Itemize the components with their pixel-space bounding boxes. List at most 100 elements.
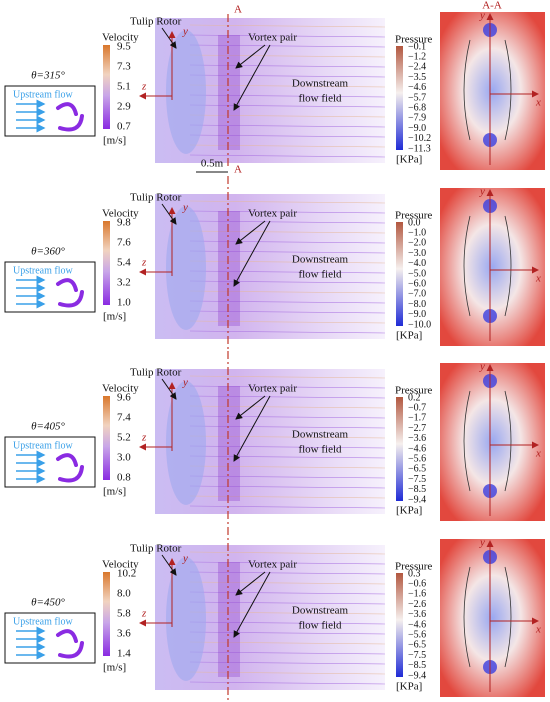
section-mark: A: [234, 4, 242, 16]
streamline: [189, 425, 386, 429]
streamline: [189, 154, 386, 158]
streamline: [189, 34, 386, 38]
velocity-tick: 1.4: [117, 648, 131, 660]
inset-label: Upstream flow: [13, 440, 73, 451]
pressure-tick: −5.6: [408, 629, 426, 640]
streamline: [189, 591, 386, 595]
streamline: [189, 250, 386, 254]
velocity-tick: 3.6: [117, 628, 131, 640]
pressure-tick: −0.6: [408, 578, 426, 589]
z-axis-label: z: [141, 257, 147, 269]
streamline: [189, 681, 386, 685]
map-x-label: x: [535, 448, 541, 460]
streamline: [189, 134, 386, 138]
z-axis-label: z: [141, 81, 147, 93]
pressure-title: Pressure: [395, 210, 432, 222]
streamline: [189, 395, 386, 399]
rotor-icon: [56, 453, 84, 483]
angle-label: θ=450°: [31, 597, 65, 609]
pressure-tick: −2.0: [408, 238, 426, 249]
y-axis-label: y: [182, 553, 188, 565]
map-x-label: x: [535, 624, 541, 636]
angle-label: θ=360°: [31, 246, 65, 258]
streamline: [189, 601, 386, 605]
velocity-colorbar: [103, 221, 110, 305]
rotor-pointer: [161, 554, 177, 576]
downstream-label: Downstream: [292, 605, 349, 617]
velocity-tick: 3.2: [117, 277, 131, 289]
velocity-tick: 3.0: [117, 452, 131, 464]
streamline: [189, 651, 386, 655]
pressure-unit: [KPa]: [396, 330, 422, 342]
velocity-title: Velocity: [102, 32, 139, 44]
streamline: [189, 621, 386, 625]
streamline: [189, 495, 386, 499]
velocity-unit: [m/s]: [103, 662, 126, 674]
streamline: [189, 64, 386, 68]
streamline: [189, 641, 386, 645]
vortex-label: Vortex pair: [248, 32, 297, 44]
pressure-tick: −3.0: [408, 248, 426, 259]
map-x-label: x: [535, 273, 541, 285]
z-axis-label: z: [141, 608, 147, 620]
rotor-label: Tulip Rotor: [130, 16, 182, 28]
y-axis-label: y: [182, 377, 188, 389]
streamline: [189, 300, 386, 304]
velocity-colorbar: [103, 396, 110, 480]
velocity-unit: [m/s]: [103, 311, 126, 323]
pressure-tick: −9.4: [408, 670, 426, 681]
streamline: [189, 114, 386, 118]
streamline: [189, 571, 386, 575]
pressure-tick: 0.2: [408, 392, 421, 403]
pressure-tick: −7.9: [408, 113, 426, 124]
pressure-tick: 0.3: [408, 568, 421, 579]
streamline: [189, 465, 386, 469]
pressure-tick: −7.0: [408, 289, 426, 300]
velocity-tick: 5.2: [117, 432, 131, 444]
downstream-label: flow field: [298, 269, 342, 281]
velocity-tick: 2.9: [117, 101, 131, 113]
streamline: [189, 505, 386, 509]
map-y-label: y: [479, 186, 485, 198]
streamline: [189, 455, 386, 459]
pressure-tick: −8.5: [408, 484, 426, 495]
streamline: [189, 84, 386, 88]
streamline: [189, 385, 386, 389]
rotor: [166, 206, 206, 330]
rotor-icon: [56, 629, 84, 659]
streamline: [189, 240, 386, 244]
vortex-pointer: [233, 571, 271, 638]
streamline: [189, 124, 386, 128]
vortex-pointer: [235, 44, 266, 69]
rotor: [166, 381, 206, 505]
pressure-tick: −6.8: [408, 102, 426, 113]
pressure-tick: −10.0: [408, 319, 431, 330]
map-y-label: y: [479, 10, 485, 22]
vortex-zone: [218, 211, 240, 326]
streamline: [189, 290, 386, 294]
z-axis-label: z: [141, 432, 147, 444]
rotor: [166, 30, 206, 154]
velocity-tick: 5.4: [117, 257, 131, 269]
pressure-title: Pressure: [395, 385, 432, 397]
map-y-label: y: [479, 361, 485, 373]
pressure-tick: −1.2: [408, 51, 426, 62]
rotor-section: [463, 215, 512, 317]
streamline: [189, 144, 386, 148]
pressure-colorbar: [396, 46, 403, 150]
streamline: [189, 561, 386, 565]
streamline: [189, 74, 386, 78]
angle-label: θ=405°: [31, 421, 65, 433]
pressure-tick: −3.6: [408, 433, 426, 444]
pressure-tick: −9.0: [408, 309, 426, 320]
velocity-title: Velocity: [102, 559, 139, 571]
streamline: [189, 200, 386, 204]
pressure-tick: −9.4: [408, 494, 426, 505]
streamline: [189, 310, 386, 314]
pressure-unit: [KPa]: [396, 154, 422, 166]
